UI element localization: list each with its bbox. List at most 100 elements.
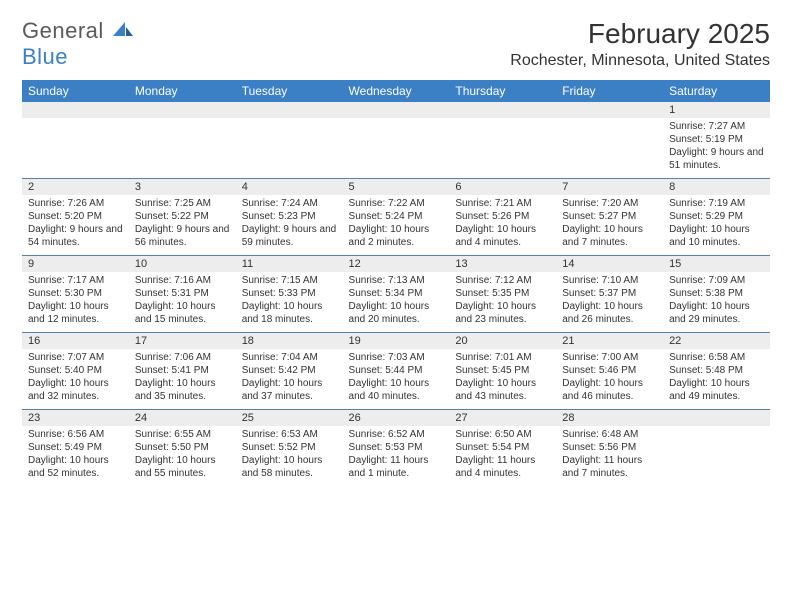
day-number: 23 <box>22 410 129 426</box>
day-number: 8 <box>663 179 770 195</box>
day-number: 5 <box>343 179 450 195</box>
sunset-text: Sunset: 5:40 PM <box>28 364 123 377</box>
calendar-cell: 15Sunrise: 7:09 AMSunset: 5:38 PMDayligh… <box>663 256 770 333</box>
day-body <box>556 118 663 174</box>
day-body: Sunrise: 7:17 AMSunset: 5:30 PMDaylight:… <box>22 272 129 332</box>
day-body: Sunrise: 7:26 AMSunset: 5:20 PMDaylight:… <box>22 195 129 255</box>
sunrise-text: Sunrise: 7:15 AM <box>242 274 337 287</box>
day-body <box>343 118 450 174</box>
calendar-cell: 19Sunrise: 7:03 AMSunset: 5:44 PMDayligh… <box>343 333 450 410</box>
daylight-text: Daylight: 10 hours and 43 minutes. <box>455 377 550 403</box>
calendar-cell: 5Sunrise: 7:22 AMSunset: 5:24 PMDaylight… <box>343 179 450 256</box>
daylight-text: Daylight: 10 hours and 46 minutes. <box>562 377 657 403</box>
day-body: Sunrise: 7:01 AMSunset: 5:45 PMDaylight:… <box>449 349 556 409</box>
day-number: 15 <box>663 256 770 272</box>
sunset-text: Sunset: 5:34 PM <box>349 287 444 300</box>
daylight-text: Daylight: 10 hours and 7 minutes. <box>562 223 657 249</box>
sunset-text: Sunset: 5:33 PM <box>242 287 337 300</box>
calendar-cell-empty <box>129 102 236 179</box>
daylight-text: Daylight: 11 hours and 4 minutes. <box>455 454 550 480</box>
day-number <box>343 102 450 118</box>
day-body: Sunrise: 6:50 AMSunset: 5:54 PMDaylight:… <box>449 426 556 486</box>
sunset-text: Sunset: 5:50 PM <box>135 441 230 454</box>
daylight-text: Daylight: 11 hours and 7 minutes. <box>562 454 657 480</box>
calendar-cell: 21Sunrise: 7:00 AMSunset: 5:46 PMDayligh… <box>556 333 663 410</box>
sunrise-text: Sunrise: 6:53 AM <box>242 428 337 441</box>
sunset-text: Sunset: 5:31 PM <box>135 287 230 300</box>
sunset-text: Sunset: 5:53 PM <box>349 441 444 454</box>
daylight-text: Daylight: 10 hours and 37 minutes. <box>242 377 337 403</box>
day-number: 16 <box>22 333 129 349</box>
sunrise-text: Sunrise: 7:25 AM <box>135 197 230 210</box>
calendar-cell: 8Sunrise: 7:19 AMSunset: 5:29 PMDaylight… <box>663 179 770 256</box>
day-body: Sunrise: 6:48 AMSunset: 5:56 PMDaylight:… <box>556 426 663 486</box>
sunset-text: Sunset: 5:35 PM <box>455 287 550 300</box>
sunrise-text: Sunrise: 6:48 AM <box>562 428 657 441</box>
calendar-cell: 23Sunrise: 6:56 AMSunset: 5:49 PMDayligh… <box>22 410 129 487</box>
weekday-header-row: SundayMondayTuesdayWednesdayThursdayFrid… <box>22 80 770 102</box>
day-body: Sunrise: 7:15 AMSunset: 5:33 PMDaylight:… <box>236 272 343 332</box>
day-number: 13 <box>449 256 556 272</box>
sunrise-text: Sunrise: 6:55 AM <box>135 428 230 441</box>
sunrise-text: Sunrise: 7:12 AM <box>455 274 550 287</box>
day-number: 25 <box>236 410 343 426</box>
day-body: Sunrise: 7:25 AMSunset: 5:22 PMDaylight:… <box>129 195 236 255</box>
day-body: Sunrise: 7:12 AMSunset: 5:35 PMDaylight:… <box>449 272 556 332</box>
sunset-text: Sunset: 5:44 PM <box>349 364 444 377</box>
calendar-cell: 1Sunrise: 7:27 AMSunset: 5:19 PMDaylight… <box>663 102 770 179</box>
weekday-header: Sunday <box>22 80 129 102</box>
sail-icon <box>111 20 135 38</box>
calendar-cell-empty <box>343 102 450 179</box>
day-body: Sunrise: 6:55 AMSunset: 5:50 PMDaylight:… <box>129 426 236 486</box>
calendar-cell: 14Sunrise: 7:10 AMSunset: 5:37 PMDayligh… <box>556 256 663 333</box>
day-number: 14 <box>556 256 663 272</box>
day-number: 7 <box>556 179 663 195</box>
calendar-cell: 7Sunrise: 7:20 AMSunset: 5:27 PMDaylight… <box>556 179 663 256</box>
day-body: Sunrise: 7:16 AMSunset: 5:31 PMDaylight:… <box>129 272 236 332</box>
sunset-text: Sunset: 5:42 PM <box>242 364 337 377</box>
calendar-cell: 16Sunrise: 7:07 AMSunset: 5:40 PMDayligh… <box>22 333 129 410</box>
day-number: 3 <box>129 179 236 195</box>
sunset-text: Sunset: 5:52 PM <box>242 441 337 454</box>
day-body: Sunrise: 6:53 AMSunset: 5:52 PMDaylight:… <box>236 426 343 486</box>
day-number <box>129 102 236 118</box>
day-body: Sunrise: 7:19 AMSunset: 5:29 PMDaylight:… <box>663 195 770 255</box>
calendar-cell-empty <box>22 102 129 179</box>
calendar-cell: 2Sunrise: 7:26 AMSunset: 5:20 PMDaylight… <box>22 179 129 256</box>
daylight-text: Daylight: 10 hours and 18 minutes. <box>242 300 337 326</box>
day-body: Sunrise: 7:07 AMSunset: 5:40 PMDaylight:… <box>22 349 129 409</box>
calendar-week-row: 2Sunrise: 7:26 AMSunset: 5:20 PMDaylight… <box>22 179 770 256</box>
sunrise-text: Sunrise: 7:22 AM <box>349 197 444 210</box>
sunset-text: Sunset: 5:54 PM <box>455 441 550 454</box>
daylight-text: Daylight: 10 hours and 35 minutes. <box>135 377 230 403</box>
sunrise-text: Sunrise: 7:19 AM <box>669 197 764 210</box>
sunrise-text: Sunrise: 7:24 AM <box>242 197 337 210</box>
sunrise-text: Sunrise: 7:04 AM <box>242 351 337 364</box>
calendar-cell: 12Sunrise: 7:13 AMSunset: 5:34 PMDayligh… <box>343 256 450 333</box>
calendar-cell: 13Sunrise: 7:12 AMSunset: 5:35 PMDayligh… <box>449 256 556 333</box>
day-number: 10 <box>129 256 236 272</box>
sunrise-text: Sunrise: 7:01 AM <box>455 351 550 364</box>
day-body <box>449 118 556 174</box>
day-body: Sunrise: 7:00 AMSunset: 5:46 PMDaylight:… <box>556 349 663 409</box>
sunset-text: Sunset: 5:38 PM <box>669 287 764 300</box>
day-number: 9 <box>22 256 129 272</box>
daylight-text: Daylight: 10 hours and 29 minutes. <box>669 300 764 326</box>
day-body: Sunrise: 7:06 AMSunset: 5:41 PMDaylight:… <box>129 349 236 409</box>
calendar-cell: 9Sunrise: 7:17 AMSunset: 5:30 PMDaylight… <box>22 256 129 333</box>
logo-text-block: General Blue <box>22 18 135 70</box>
day-body: Sunrise: 7:27 AMSunset: 5:19 PMDaylight:… <box>663 118 770 178</box>
sunset-text: Sunset: 5:26 PM <box>455 210 550 223</box>
day-body: Sunrise: 7:21 AMSunset: 5:26 PMDaylight:… <box>449 195 556 255</box>
daylight-text: Daylight: 10 hours and 32 minutes. <box>28 377 123 403</box>
day-body <box>129 118 236 174</box>
day-body: Sunrise: 6:58 AMSunset: 5:48 PMDaylight:… <box>663 349 770 409</box>
day-number: 24 <box>129 410 236 426</box>
sunset-text: Sunset: 5:19 PM <box>669 133 764 146</box>
day-number: 12 <box>343 256 450 272</box>
day-body <box>22 118 129 174</box>
sunrise-text: Sunrise: 7:21 AM <box>455 197 550 210</box>
sunrise-text: Sunrise: 7:07 AM <box>28 351 123 364</box>
day-number: 27 <box>449 410 556 426</box>
daylight-text: Daylight: 10 hours and 40 minutes. <box>349 377 444 403</box>
